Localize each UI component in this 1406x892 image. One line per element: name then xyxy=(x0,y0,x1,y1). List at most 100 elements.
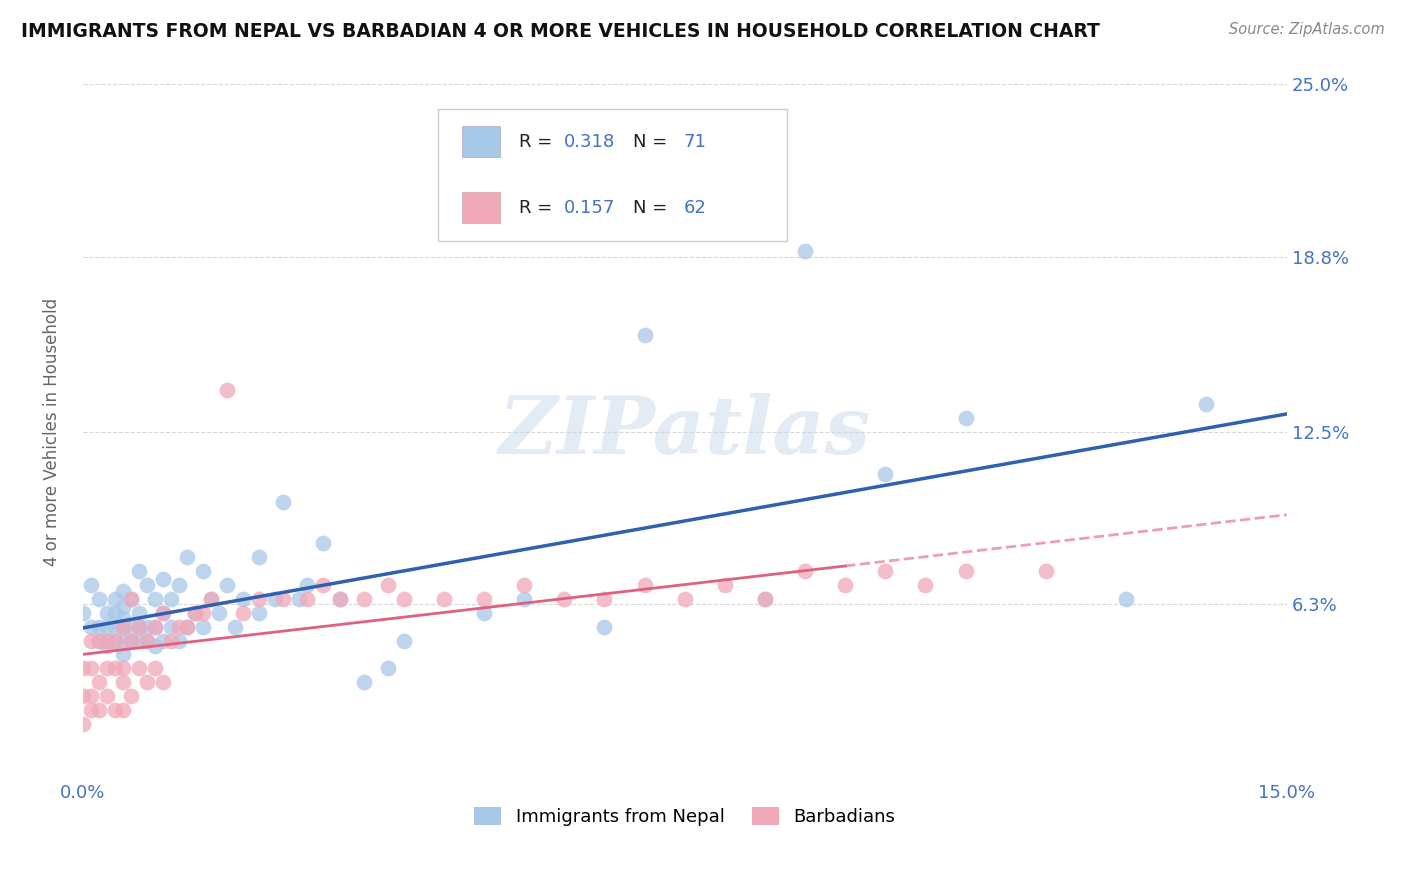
Point xyxy=(135,578,157,592)
Point xyxy=(96,633,118,648)
Legend: Immigrants from Nepal, Barbadians: Immigrants from Nepal, Barbadians xyxy=(467,799,903,833)
Point xyxy=(111,620,134,634)
Point xyxy=(120,689,142,703)
Point xyxy=(160,633,183,648)
Point xyxy=(87,620,110,634)
Text: N =: N = xyxy=(633,133,673,151)
Point xyxy=(167,633,190,648)
Point xyxy=(128,564,150,578)
Point xyxy=(955,564,977,578)
Point xyxy=(120,620,142,634)
Point xyxy=(111,583,134,598)
Point xyxy=(143,620,166,634)
Point xyxy=(297,591,319,606)
Point xyxy=(96,689,118,703)
Point xyxy=(143,591,166,606)
Point xyxy=(160,591,183,606)
Point xyxy=(328,591,350,606)
Point xyxy=(191,606,214,620)
Point xyxy=(232,606,254,620)
Point xyxy=(79,703,101,717)
Point xyxy=(273,494,295,508)
Point xyxy=(104,591,127,606)
Point xyxy=(273,591,295,606)
Point xyxy=(312,578,335,592)
Point xyxy=(714,578,737,592)
Point xyxy=(232,591,254,606)
Text: 71: 71 xyxy=(683,133,706,151)
Point xyxy=(72,717,94,731)
Point xyxy=(472,606,495,620)
Point xyxy=(104,620,127,634)
Point xyxy=(1195,397,1218,411)
Point xyxy=(135,620,157,634)
Point xyxy=(312,536,335,550)
Point xyxy=(104,703,127,717)
Point xyxy=(353,675,375,690)
Point xyxy=(143,661,166,675)
Point xyxy=(176,550,198,565)
Point xyxy=(111,620,134,634)
Point xyxy=(377,578,399,592)
Point xyxy=(111,633,134,648)
Point xyxy=(152,606,174,620)
Point xyxy=(79,689,101,703)
Point xyxy=(633,578,655,592)
Point xyxy=(120,591,142,606)
Point xyxy=(633,327,655,342)
Text: Source: ZipAtlas.com: Source: ZipAtlas.com xyxy=(1229,22,1385,37)
Point xyxy=(160,620,183,634)
Point xyxy=(1035,564,1057,578)
Point xyxy=(433,591,456,606)
Point xyxy=(200,591,222,606)
Point xyxy=(297,578,319,592)
Point xyxy=(104,633,127,648)
Point xyxy=(176,620,198,634)
Text: IMMIGRANTS FROM NEPAL VS BARBADIAN 4 OR MORE VEHICLES IN HOUSEHOLD CORRELATION C: IMMIGRANTS FROM NEPAL VS BARBADIAN 4 OR … xyxy=(21,22,1099,41)
Point xyxy=(200,591,222,606)
Point xyxy=(472,591,495,606)
Point xyxy=(135,633,157,648)
Point xyxy=(79,578,101,592)
Point xyxy=(143,639,166,653)
Point xyxy=(217,578,239,592)
Point xyxy=(135,675,157,690)
Point xyxy=(794,244,817,259)
Point xyxy=(72,689,94,703)
Point xyxy=(128,620,150,634)
Point xyxy=(111,703,134,717)
Text: R =: R = xyxy=(519,133,558,151)
Point xyxy=(875,467,897,481)
Point xyxy=(104,633,127,648)
Point xyxy=(513,591,536,606)
Point xyxy=(673,591,696,606)
Point xyxy=(152,606,174,620)
Point xyxy=(143,620,166,634)
Point xyxy=(191,564,214,578)
Point xyxy=(135,633,157,648)
Point xyxy=(87,675,110,690)
Y-axis label: 4 or more Vehicles in Household: 4 or more Vehicles in Household xyxy=(44,298,60,566)
Point xyxy=(79,620,101,634)
Point xyxy=(128,633,150,648)
Point xyxy=(96,606,118,620)
FancyBboxPatch shape xyxy=(463,127,501,157)
Point xyxy=(152,633,174,648)
Point xyxy=(128,606,150,620)
Point xyxy=(875,564,897,578)
Point xyxy=(96,633,118,648)
Point xyxy=(593,620,616,634)
Point xyxy=(79,661,101,675)
Point xyxy=(79,633,101,648)
Point xyxy=(87,703,110,717)
Point xyxy=(96,639,118,653)
Point xyxy=(794,564,817,578)
Point xyxy=(111,600,134,615)
Point xyxy=(120,633,142,648)
Point xyxy=(224,620,246,634)
Point xyxy=(128,661,150,675)
Point xyxy=(128,620,150,634)
Point xyxy=(104,661,127,675)
Point xyxy=(754,591,776,606)
Point xyxy=(377,661,399,675)
